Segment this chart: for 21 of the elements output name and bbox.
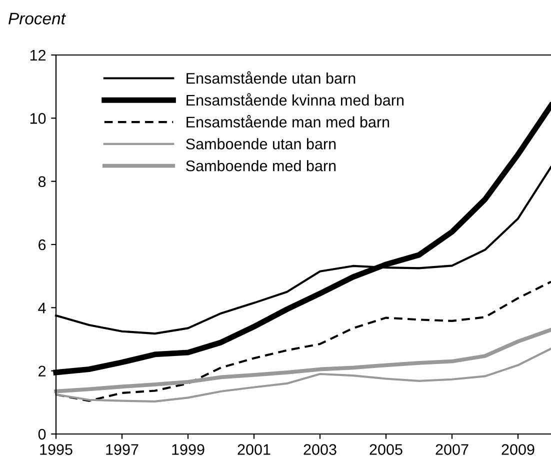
y-tick-label: 0 <box>38 428 46 440</box>
x-tick-label: 2001 <box>238 444 270 455</box>
x-tick-label: 2009 <box>502 444 534 455</box>
y-tick-label: 8 <box>38 176 46 188</box>
y-tick-label: 6 <box>38 239 46 250</box>
y-tick-label: 2 <box>38 366 46 376</box>
legend-label: Ensamstående kvinna med barn <box>186 93 404 106</box>
x-tick-label: 1999 <box>172 444 204 455</box>
x-tick-label: 2005 <box>370 444 402 455</box>
x-tick-label: 2007 <box>436 444 468 455</box>
y-axis-title: Procent <box>8 12 66 24</box>
x-tick-label: 1997 <box>106 444 138 455</box>
legend-label: Ensamstående utan barn <box>186 71 356 84</box>
x-tick-label: 2003 <box>304 444 336 455</box>
y-tick-label: 4 <box>38 302 46 314</box>
y-tick-label: 12 <box>30 50 46 61</box>
legend-label: Samboende utan barn <box>186 138 336 150</box>
legend-label: Samboende med barn <box>186 160 336 172</box>
x-tick-label: 1995 <box>40 444 72 455</box>
y-tick-label: 10 <box>30 113 46 124</box>
legend-label: Ensamstående man med barn <box>186 115 390 128</box>
